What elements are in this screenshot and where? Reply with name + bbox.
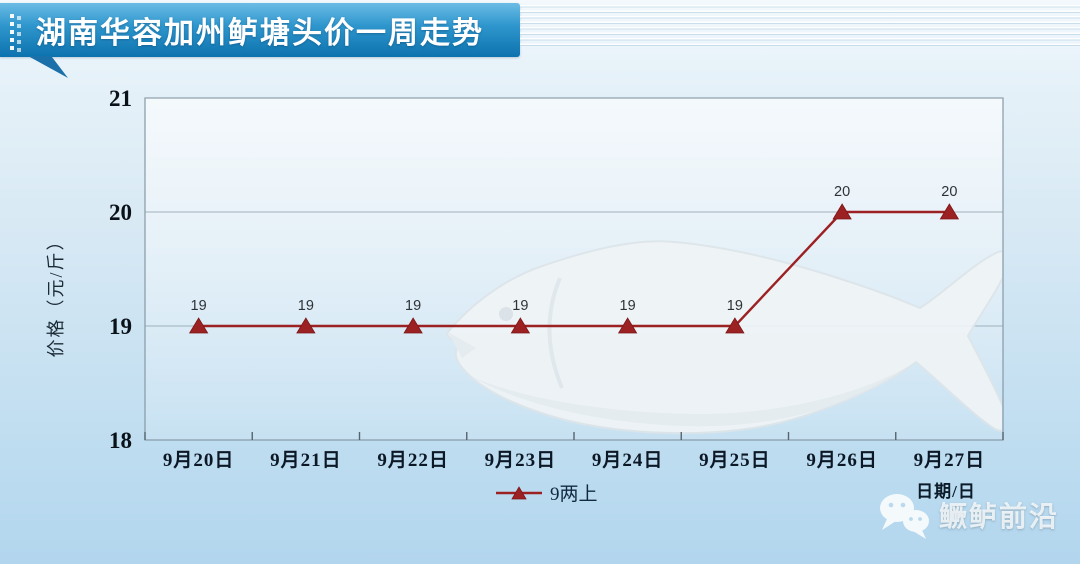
pinstripe-decoration [520, 5, 1080, 48]
data-point-label: 19 [405, 298, 421, 314]
data-point-label: 19 [512, 298, 528, 314]
y-tick-label: 21 [109, 86, 132, 111]
fish-watermark-image [446, 240, 1002, 435]
data-point-marker [510, 317, 531, 334]
x-tick-label: 9月27日 [914, 450, 986, 471]
data-point-marker [617, 317, 638, 334]
x-tick-label: 9月22日 [377, 450, 449, 471]
data-point-label: 20 [941, 184, 957, 200]
wechat-icon [880, 494, 929, 539]
brand-watermark: 鳜鲈前沿 [876, 490, 1059, 540]
x-tick-label: 9月20日 [163, 450, 235, 471]
legend: 9两上 [496, 483, 598, 505]
data-point-marker [832, 203, 852, 220]
x-tick-label: 9月23日 [485, 450, 557, 471]
data-point-label: 19 [191, 298, 207, 314]
y-tick-label: 18 [109, 428, 132, 453]
title-banner: 湖南华容加州鲈塘头价一周走势 [0, 3, 520, 57]
data-point-label: 19 [727, 298, 743, 314]
x-tick-label: 9月25日 [699, 450, 771, 471]
data-point-label: 19 [298, 298, 314, 314]
x-tick-label: 9月21日 [270, 450, 342, 471]
data-point-label: 20 [834, 184, 850, 200]
data-point-marker [296, 317, 316, 334]
axis-labels: 18 19 20 21 9月20日 9月21日 9月22日 9月23日 9月24日 9月25日 9月… [109, 86, 1004, 501]
legend-label: 9两上 [550, 483, 598, 505]
page-title: 湖南华容加州鲈塘头价一周走势 [36, 17, 484, 50]
y-tick-label: 19 [109, 314, 132, 339]
x-axis-title: 日期/日 [916, 482, 976, 501]
y-tick-label: 20 [109, 200, 132, 225]
price-line [198, 210, 950, 328]
data-point-marker [403, 317, 423, 334]
data-point-marker [939, 203, 960, 220]
banner-dots-icon [10, 14, 21, 53]
brand-name: 鳜鲈前沿 [939, 501, 1060, 532]
data-point-label: 19 [620, 298, 636, 314]
data-point-marker [188, 317, 209, 334]
x-tick-label: 9月24日 [592, 450, 664, 471]
x-tick-label: 9月26日 [806, 450, 878, 471]
legend-marker-icon [511, 486, 527, 500]
data-point-marker [725, 317, 745, 334]
price-series: 19 19 19 19 19 19 20 20 [188, 184, 960, 334]
